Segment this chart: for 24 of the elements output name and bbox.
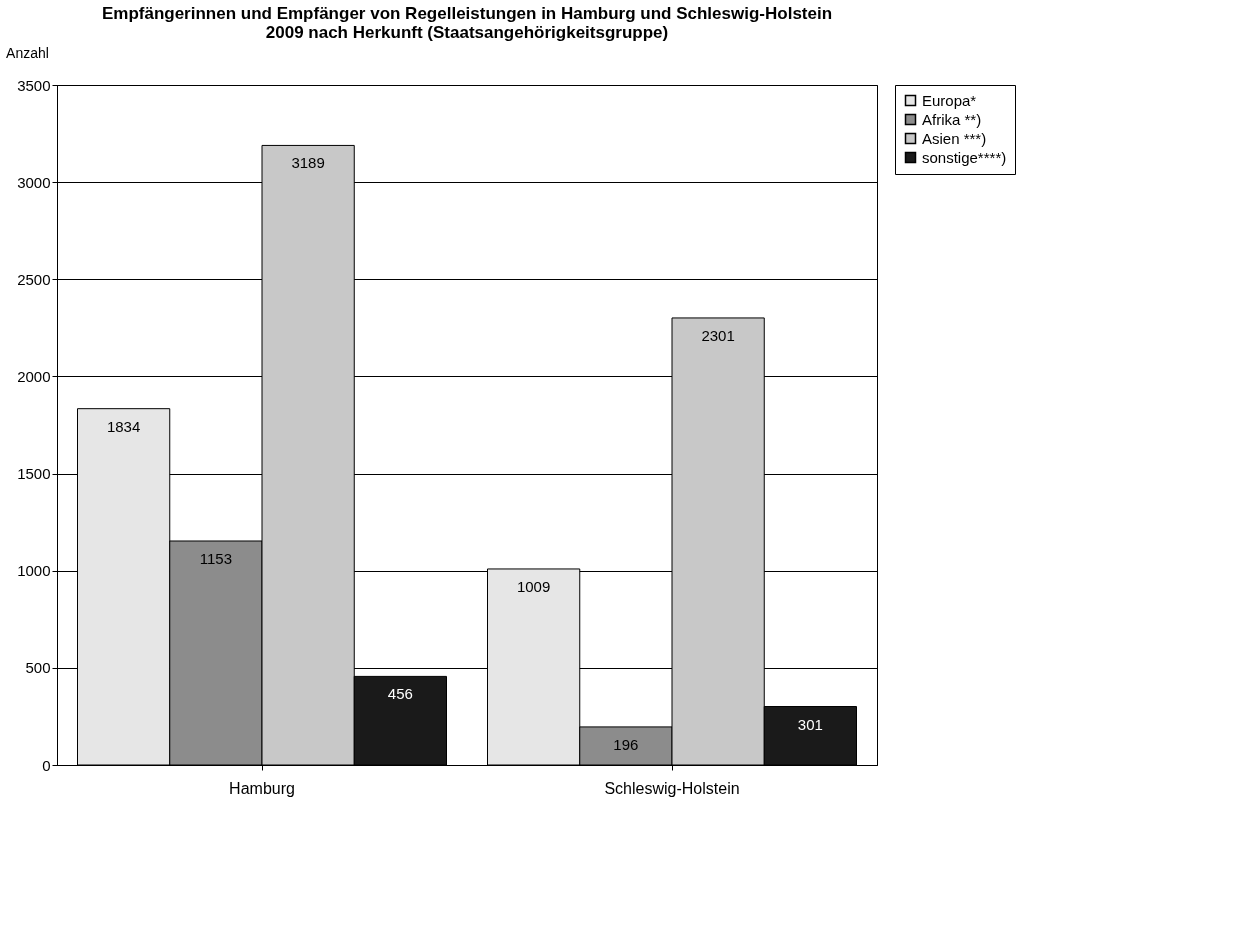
data-label: 196 xyxy=(613,735,639,753)
legend-label: sonstige****) xyxy=(922,148,1007,166)
data-label: 1834 xyxy=(106,417,141,435)
y-tick-label: 500 xyxy=(25,659,51,677)
legend-label: Afrika **) xyxy=(922,110,982,128)
legend-label: Asien ***) xyxy=(922,129,987,147)
data-label: 456 xyxy=(387,685,413,703)
y-tick-label: 2500 xyxy=(17,270,51,288)
y-axis-title: Anzahl xyxy=(6,44,49,61)
y-tick-label: 1000 xyxy=(17,562,51,580)
data-label: 1009 xyxy=(516,577,551,595)
data-label: 2301 xyxy=(701,326,735,344)
y-tick-label: 3000 xyxy=(17,173,51,191)
y-tick-label: 1500 xyxy=(17,465,51,483)
legend-label: Europa* xyxy=(922,91,977,109)
data-label: 301 xyxy=(797,715,823,733)
x-tick-label: Hamburg xyxy=(229,779,295,797)
y-tick-label: 3500 xyxy=(17,76,51,94)
y-tick-label: 2000 xyxy=(17,367,51,385)
data-label: 1153 xyxy=(199,549,233,567)
data-label: 3189 xyxy=(291,154,325,172)
y-tick-label: 0 xyxy=(42,756,51,774)
chart-title: Empfängerinnen und Empfänger von Regelleistungen in Hamburg und Schleswig-Holstein 2009 nach Herkunft (Staatsangehörigkeitsgruppe) xyxy=(101,4,833,42)
x-tick-label: Schleswig-Holstein xyxy=(604,779,740,797)
